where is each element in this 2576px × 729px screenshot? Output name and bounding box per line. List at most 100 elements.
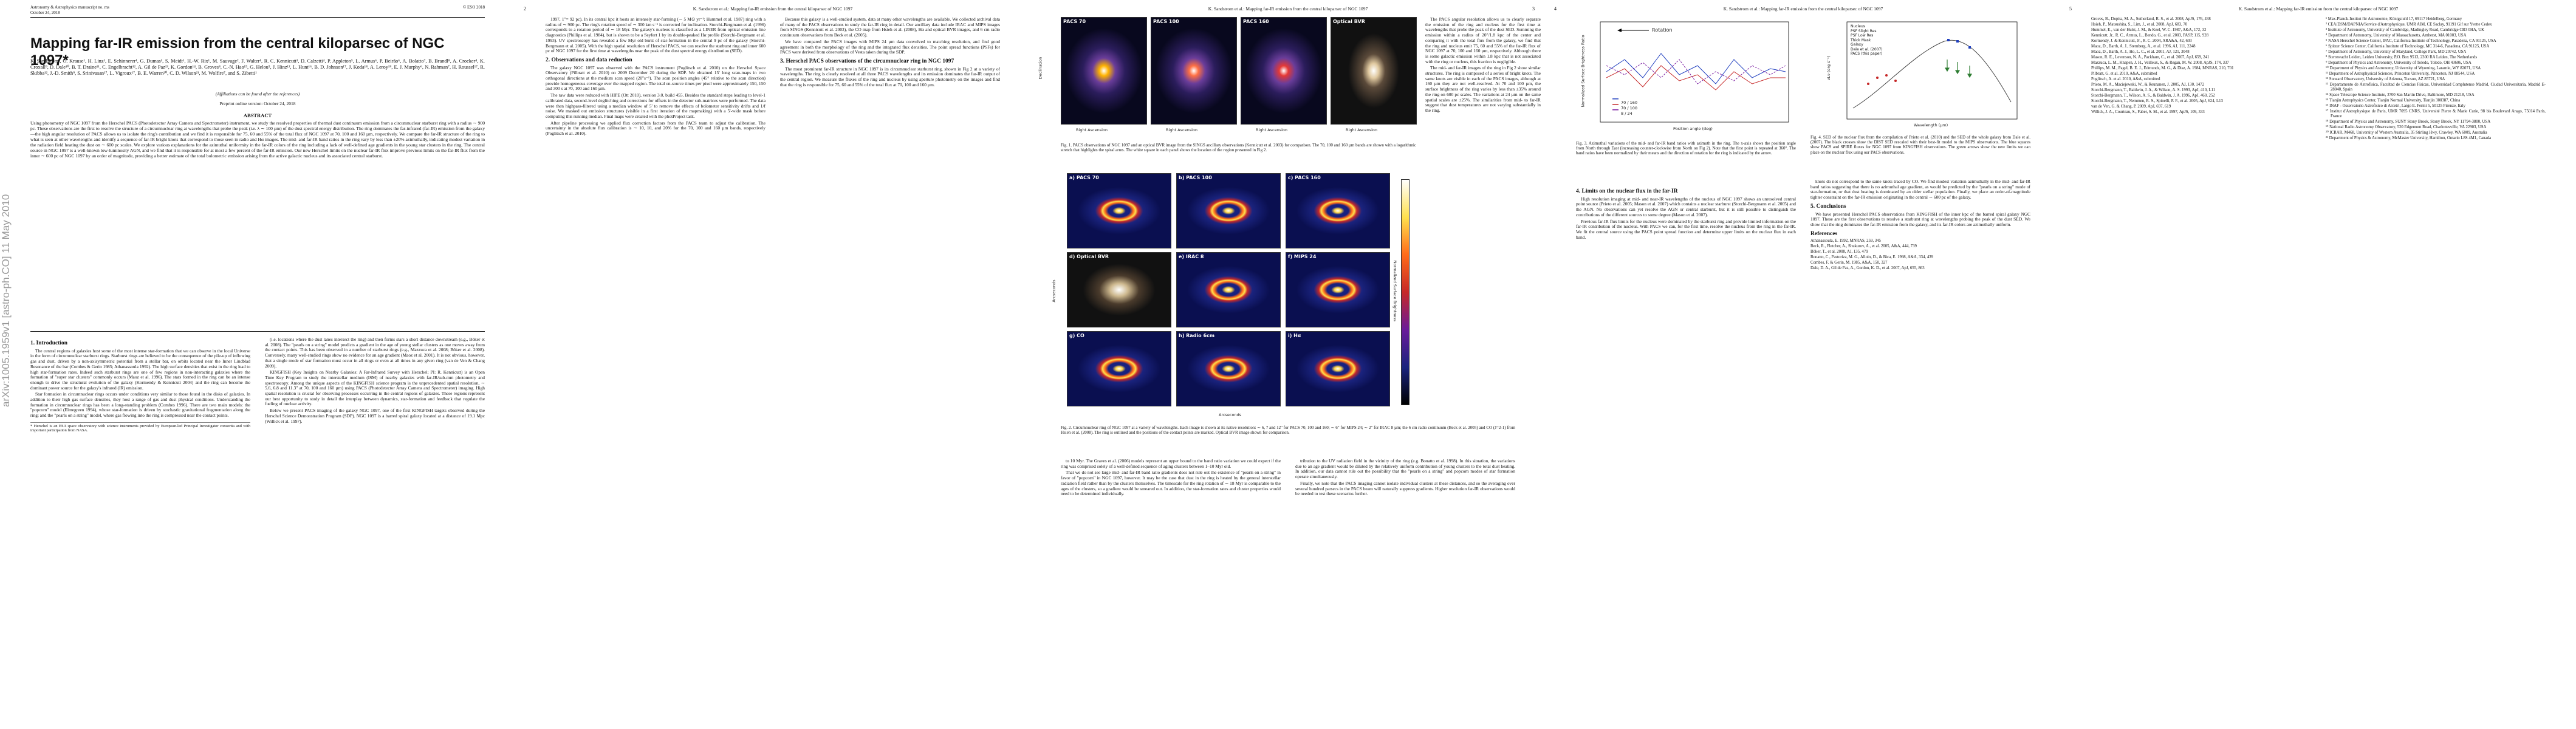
reference: Mazzuca, L. M., Knapen, J. H., Veilleux,… <box>2091 61 2229 65</box>
preprint-line: Preprint online version: October 24, 201… <box>219 101 296 106</box>
reference: ¹⁴ Space Telescope Science Institute, 37… <box>2326 93 2475 97</box>
section-heading: 5. Conclusions <box>1810 203 1846 210</box>
image-panel: PACS 70 <box>1061 17 1147 125</box>
running-head: K. Sandstrom et al.: Mapping far-IR emis… <box>1208 6 1368 12</box>
axis-label: Right Ascension <box>1346 128 1377 132</box>
reference: Mason, R. E., Levenson, N. A., Packham, … <box>2091 55 2210 60</box>
paragraph: The mid- and far-IR images of the ring i… <box>1425 65 1541 113</box>
paragraph: Because this galaxy is a well-studied sy… <box>780 17 1000 38</box>
reference: ¹² Steward Observatory, University of Ar… <box>2326 77 2445 81</box>
image-panel: d) Optical BVR <box>1067 252 1171 327</box>
legend: 70 / 16070 / 1008 / 24 <box>1606 96 1637 116</box>
reference: Maoz, D., Barth, A. J., Sternberg, A., e… <box>2091 44 2196 49</box>
text-column: 1. Introduction The central regions of ga… <box>30 337 250 723</box>
page: 2 K. Sandstrom et al.: Mapping far-IR emi… <box>515 0 1030 729</box>
reference: ²⁰ ICRAR, M468, University of Western Au… <box>2326 131 2487 135</box>
reference: Storchi-Bergmann, T., Wilson, A. S., & B… <box>2091 94 2215 98</box>
rule <box>30 17 485 18</box>
running-head: K. Sandstrom et al.: Mapping far-IR emis… <box>1723 6 1883 12</box>
figure-caption: Fig. 3. Azimuthal variations of the mid-… <box>1576 141 1796 156</box>
figure-3: Rotation Normalized Surface Brightness Ra… <box>1576 17 1796 139</box>
legend-entry: Nucleus <box>1851 24 1865 29</box>
legend-entry: Dale et al. (2007) <box>1851 47 1883 52</box>
reference: Combes, F. & Gerin, M. 1985, A&A, 150, 3… <box>1810 261 1888 265</box>
paragraph: Finally, we note that the PACS imaging c… <box>1295 480 1515 497</box>
figure-caption: Fig. 2. Circumnuclear ring of NGC 1097 a… <box>1061 425 1515 436</box>
legend-entry: Galaxy <box>1851 43 1863 47</box>
axis-label: Right Ascension <box>1076 128 1108 132</box>
paragraph: (i.e. locations where the dust lanes int… <box>265 337 485 369</box>
section-heading: References <box>1810 230 1838 237</box>
reference: Phillips, M. M., Pagel, B. E. J., Edmund… <box>2091 66 2234 70</box>
plot-area <box>1600 21 1789 123</box>
reference: Groves, B., Dopita, M. A., Sutherland, R… <box>2091 17 2211 21</box>
text-column: 1997, 1"= 92 pc). In its central kpc it … <box>546 17 766 723</box>
colorbar <box>1401 179 1410 405</box>
figure-caption: Fig. 1. PACS observations of NGC 1097 an… <box>1061 143 1416 153</box>
image-panel: Optical BVR <box>1331 17 1417 125</box>
reference: ⁸ Sterrewacht Leiden, Leiden University,… <box>2326 55 2478 60</box>
reference: ²¹ Department of Physics & Astronomy, Mc… <box>2326 136 2492 140</box>
image-panel: h) Radio 6cm <box>1176 331 1281 406</box>
reference: Böker, T., et al. 2008, AJ, 135, 479 <box>1810 250 1868 255</box>
reference: van de Ven, G. & Chang, P. 2009, ApJ, 69… <box>2091 104 2171 109</box>
panel-label: d) Optical BVR <box>1069 254 1109 259</box>
paragraph: Star formation in circumnuclear rings oc… <box>30 391 250 419</box>
legend-entry: PSF Low Res <box>1851 33 1874 38</box>
paragraph: The central regions of galaxies host som… <box>30 347 250 391</box>
paragraph: Previous far-IR flux limits for the nucl… <box>1576 218 1796 240</box>
paragraph: We have presented Herschel PACS observat… <box>1810 211 2030 227</box>
reference: ¹⁸ Department of Physics and Astronomy, … <box>2326 120 2491 124</box>
text-column: to 10 Myr. The Graves et al. (2006) mode… <box>1061 459 1281 723</box>
panel-label: c) PACS 160 <box>1288 175 1321 180</box>
rule <box>30 331 485 332</box>
paper-title: Mapping far-IR emission from the central… <box>30 35 445 69</box>
paragraph: tribution to the UV radiation field in t… <box>1295 459 1515 480</box>
legend-label: 8 / 24 <box>1621 111 1632 116</box>
text-column: Because this galaxy is a well-studied sy… <box>780 17 1000 723</box>
legend-entry: 8 / 24 <box>1606 107 1637 116</box>
image-panel: PACS 160 <box>1241 17 1327 125</box>
date-line: October 24, 2018 <box>30 10 60 15</box>
text-column: The PACS angular resolution allows us to… <box>1425 17 1541 421</box>
reference: ¹⁵ Tianjin Astrophysics Center, Tianjin … <box>2326 98 2461 103</box>
image-panel: c) PACS 160 <box>1286 173 1390 248</box>
colorbar-label: Normalized Surface Brightness <box>1392 260 1398 322</box>
page: Astronomy & Astrophysics manuscript no. … <box>0 0 515 729</box>
reference: Willick, J. A., Courteau, S., Faber, S. … <box>2091 110 2205 114</box>
annotation: Rotation <box>1652 27 1673 33</box>
reference: ¹¹ Department of Astrophysical Sciences,… <box>2326 72 2475 76</box>
reference: ³ Institute of Astronomy, University of … <box>2326 28 2484 32</box>
page: 4 K. Sandstrom et al.: Mapping far-IR emi… <box>1546 0 2061 729</box>
axis-label: Right Ascension <box>1256 128 1287 132</box>
reference: ¹³ Departamento de Astrofísica, Facultad… <box>2326 83 2546 92</box>
reference: Kennicutt, Jr., R. C., Armus, L., Bendo,… <box>2091 33 2209 38</box>
panel-label: Optical BVR <box>1333 19 1365 24</box>
abstract: Using photometry of NGC 1097 from the He… <box>30 120 485 159</box>
running-head: K. Sandstrom et al.: Mapping far-IR emis… <box>2238 6 2399 12</box>
reference: Storchi-Bergmann, T., Baldwin, J. A., & … <box>2091 88 2216 92</box>
axis-label: Arcseconds <box>1219 412 1242 417</box>
image-panel: PACS 100 <box>1151 17 1237 125</box>
panel-label: h) Radio 6cm <box>1179 333 1215 338</box>
paragraph: KINGFISH (Key Insights on Nearby Galaxie… <box>265 369 485 407</box>
axis-label: νLν (erg s⁻¹) <box>1826 55 1832 81</box>
axis-label: Position angle (deg) <box>1673 126 1713 131</box>
legend-entry: PACS (this paper) <box>1851 52 1883 56</box>
paragraph: After pipeline processing we applied flu… <box>546 120 766 137</box>
axis-label: Wavelength (µm) <box>1914 123 1948 128</box>
paragraph: The raw data were reduced with HIPE (Ott… <box>546 92 766 119</box>
panel-label: i) Hα <box>1288 333 1301 338</box>
paragraph: to 10 Myr. The Graves et al. (2006) mode… <box>1061 459 1281 469</box>
reference: Athanassoula, E. 1992, MNRAS, 259, 345 <box>1810 239 1881 244</box>
reference: Maoz, D., Barth, A. J., Ho, L. C., et al… <box>2091 50 2190 54</box>
reference: ⁵ NASA Herschel Science Center, IPAC, Ca… <box>2326 39 2496 43</box>
panel-label: b) PACS 100 <box>1179 175 1212 180</box>
arxiv-stamp: arXiv:1005.1959v1 [astro-ph.CO] 11 May 2… <box>0 194 12 407</box>
section-heading: 1. Introduction <box>30 340 68 346</box>
reference: Poglitsch, A. et al. 2010, A&A, submitte… <box>2091 77 2160 81</box>
paragraph: The galaxy NGC 1097 was observed with th… <box>546 64 766 92</box>
legend-entry: 70 / 160 <box>1606 96 1637 105</box>
paragraph: High resolution imaging at mid- and near… <box>1576 196 1796 217</box>
